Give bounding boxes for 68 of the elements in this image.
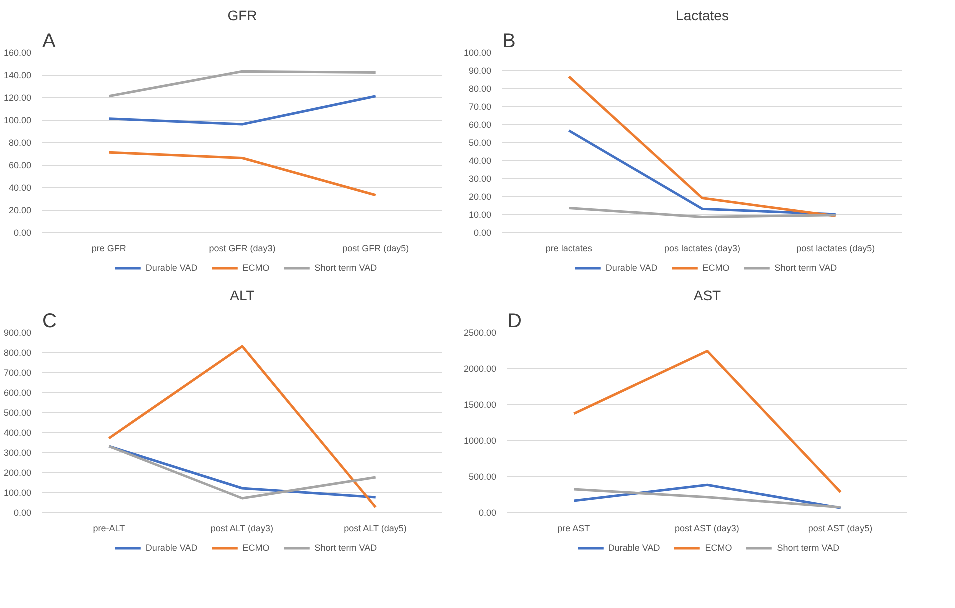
y-tick-label: 160.00 xyxy=(4,48,32,58)
x-tick-label: pre lactates xyxy=(546,244,593,254)
x-tick-label: post GFR (day3) xyxy=(209,244,276,254)
x-tick-label: post AST (day3) xyxy=(674,524,740,534)
y-tick-label: 1000.00 xyxy=(464,436,497,446)
chart-title: GFR xyxy=(228,8,258,24)
x-tick-label: post AST (day5) xyxy=(808,524,873,534)
y-tick-label: 40.00 xyxy=(8,183,32,193)
y-tick-label: 120.00 xyxy=(4,93,32,103)
y-tick-label: 200.00 xyxy=(4,468,32,478)
legend-label: Durable VAD xyxy=(608,543,660,553)
y-tick-label: 500.00 xyxy=(468,472,497,482)
y-tick-label: 80.00 xyxy=(468,84,492,94)
x-tick-label: post ALT (day3) xyxy=(210,524,274,534)
y-tick-label: 30.00 xyxy=(468,174,492,184)
legend-label: Short term VAD xyxy=(314,543,378,553)
y-tick-label: 800.00 xyxy=(4,348,32,358)
y-tick-label: 1500.00 xyxy=(464,400,497,410)
y-tick-label: 0.00 xyxy=(14,228,32,238)
y-tick-label: 40.00 xyxy=(468,156,492,166)
x-tick-label: pos lactates (day3) xyxy=(664,244,741,254)
y-tick-label: 100.00 xyxy=(4,116,32,126)
y-tick-label: 60.00 xyxy=(8,160,32,170)
text: A xyxy=(42,30,56,52)
chart-title: AST xyxy=(694,288,722,304)
y-tick-label: 80.00 xyxy=(8,138,32,148)
y-tick-label: 400.00 xyxy=(4,428,32,438)
y-tick-label: 0.00 xyxy=(478,508,497,518)
y-tick-label: 20.00 xyxy=(468,192,492,202)
chart-title: Lactates xyxy=(676,8,729,24)
y-tick-label: 2000.00 xyxy=(464,364,497,374)
legend-label: ECMO xyxy=(705,543,732,553)
x-tick-label: pre-ALT xyxy=(93,524,126,534)
x-tick-label: pre AST xyxy=(558,524,591,534)
chart-title: ALT xyxy=(230,288,256,304)
legend-label: Durable VAD xyxy=(146,543,198,553)
legend-label: Durable VAD xyxy=(146,263,198,273)
y-tick-label: 60.00 xyxy=(468,120,492,130)
y-tick-label: 100.00 xyxy=(464,48,492,58)
y-tick-label: 300.00 xyxy=(4,448,32,458)
x-tick-label: post lactates (day5) xyxy=(796,244,876,254)
annotation: B xyxy=(502,30,516,52)
legend-label: ECMO xyxy=(702,263,730,273)
y-tick-label: 20.00 xyxy=(8,206,32,216)
legend-label: Short term VAD xyxy=(314,263,378,273)
legend-label: ECMO xyxy=(242,263,270,273)
y-tick-label: 700.00 xyxy=(4,368,32,378)
y-tick-label: 10.00 xyxy=(468,210,492,220)
y-tick-label: 2500.00 xyxy=(464,328,497,338)
y-tick-label: 90.00 xyxy=(468,66,492,76)
y-tick-label: 140.00 xyxy=(4,70,32,80)
x-tick-label: post ALT (day5) xyxy=(344,524,407,534)
y-tick-label: 50.00 xyxy=(468,138,492,148)
legend-label: Short term VAD xyxy=(774,263,838,273)
x-tick-label: post GFR (day5) xyxy=(342,244,410,254)
legend-label: Durable VAD xyxy=(606,263,658,273)
x-tick-label: pre GFR xyxy=(92,244,127,254)
y-tick-label: 900.00 xyxy=(4,328,32,338)
legend-label: ECMO xyxy=(242,543,270,553)
annotation: D xyxy=(508,310,522,332)
y-tick-label: 0.00 xyxy=(474,228,492,238)
y-tick-label: 0.00 xyxy=(14,508,32,518)
annotation: C xyxy=(42,310,57,332)
legend-label: Short term VAD xyxy=(777,543,840,553)
y-tick-label: 500.00 xyxy=(4,408,32,418)
y-tick-label: 100.00 xyxy=(4,488,32,498)
y-tick-label: 70.00 xyxy=(468,102,492,112)
y-tick-label: 600.00 xyxy=(4,388,32,398)
